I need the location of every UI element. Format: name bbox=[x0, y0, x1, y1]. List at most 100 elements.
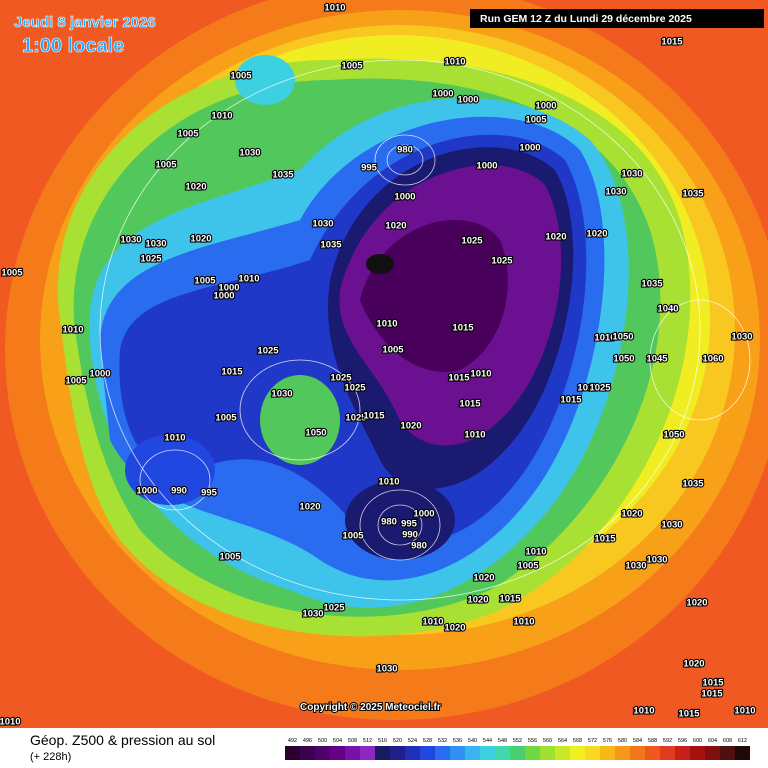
pressure-label: 1030 bbox=[731, 332, 752, 343]
pressure-label: 1020 bbox=[385, 221, 406, 232]
pressure-label: 1015 bbox=[221, 367, 243, 378]
scale-label: 592 bbox=[663, 738, 672, 744]
pressure-label: 1010 bbox=[633, 706, 654, 717]
scale-swatch bbox=[435, 746, 450, 760]
pressure-label: 1020 bbox=[545, 232, 566, 243]
scale-swatch bbox=[645, 746, 660, 760]
pressure-label: 1015 bbox=[459, 399, 481, 410]
pressure-label: 1050 bbox=[663, 430, 684, 441]
pressure-label: 1050 bbox=[305, 428, 326, 439]
scale-label: 500 bbox=[318, 738, 327, 744]
pressure-label: 1005 bbox=[177, 129, 199, 140]
pressure-label: 1030 bbox=[376, 664, 397, 675]
pressure-label: 1020 bbox=[190, 234, 211, 245]
pressure-label: 1050 bbox=[612, 332, 633, 343]
scale-label: 564 bbox=[558, 738, 567, 744]
pressure-label: 1005 bbox=[342, 531, 364, 542]
scale-swatch bbox=[600, 746, 615, 760]
pressure-label: 1015 bbox=[701, 689, 723, 700]
pressure-label: 980 bbox=[381, 517, 397, 528]
scale-label: 544 bbox=[483, 738, 492, 744]
scale-label: 580 bbox=[618, 738, 627, 744]
scale-label: 512 bbox=[363, 738, 372, 744]
pressure-label: 1020 bbox=[683, 659, 704, 670]
pressure-label: 1000 bbox=[476, 161, 497, 172]
pressure-label: 1025 bbox=[140, 254, 162, 265]
scale-label: 604 bbox=[708, 738, 717, 744]
pressure-label: 1030 bbox=[145, 239, 166, 250]
pressure-label: 1020 bbox=[686, 598, 707, 609]
pressure-label: 1020 bbox=[467, 595, 488, 606]
pressure-label: 1015 bbox=[702, 678, 724, 689]
scale-swatch bbox=[630, 746, 645, 760]
scale-label: 536 bbox=[453, 738, 462, 744]
pressure-label: 1010 bbox=[525, 547, 546, 558]
pressure-label: 1035 bbox=[682, 479, 704, 490]
scale-swatch bbox=[510, 746, 525, 760]
pressure-label: 1020 bbox=[586, 229, 607, 240]
pressure-label: 1010 bbox=[62, 325, 83, 336]
scale-label: 584 bbox=[633, 738, 642, 744]
scale-label: 532 bbox=[438, 738, 447, 744]
pressure-label: 1030 bbox=[605, 187, 626, 198]
pressure-label: 1005 bbox=[382, 345, 404, 356]
pressure-label: 1025 bbox=[330, 373, 352, 384]
pressure-label: 1035 bbox=[272, 170, 294, 181]
pressure-label: 1020 bbox=[299, 502, 320, 513]
scale-swatch bbox=[615, 746, 630, 760]
pressure-label: 1000 bbox=[89, 369, 110, 380]
scale-swatch bbox=[705, 746, 720, 760]
pressure-label: 1000 bbox=[413, 509, 434, 520]
pressure-label: 1015 bbox=[678, 709, 700, 720]
pressure-label: 1000 bbox=[213, 291, 234, 302]
scale-swatch bbox=[330, 746, 345, 760]
pressure-label: 1045 bbox=[646, 354, 668, 365]
pressure-label: 1010 bbox=[444, 57, 465, 68]
pressure-label: 1035 bbox=[682, 189, 704, 200]
pressure-label: 1005 bbox=[155, 160, 177, 171]
forecast-date: Jeudi 8 janvier 2026 bbox=[14, 14, 156, 31]
scale-swatch bbox=[480, 746, 495, 760]
scale-swatch bbox=[525, 746, 540, 760]
pressure-label: 1040 bbox=[657, 304, 678, 315]
scale-swatch bbox=[360, 746, 375, 760]
pressure-label: 1005 bbox=[219, 552, 241, 563]
scale-label: 608 bbox=[723, 738, 732, 744]
pressure-label: 1015 bbox=[594, 534, 616, 545]
run-box bbox=[470, 9, 764, 28]
pressure-label: 1010 bbox=[238, 274, 259, 285]
pressure-label: 1050 bbox=[613, 354, 634, 365]
pressure-label: 1005 bbox=[341, 61, 363, 72]
pressure-label: 1020 bbox=[444, 623, 465, 634]
pressure-label: 1015 bbox=[452, 323, 474, 334]
copyright: Copyright © 2025 Meteociel.fr bbox=[300, 702, 441, 713]
scale-swatch bbox=[690, 746, 705, 760]
pressure-label: 1030 bbox=[621, 169, 642, 180]
footer-title: Géop. Z500 & pression au sol bbox=[30, 732, 215, 748]
pressure-label: 1005 bbox=[525, 115, 547, 126]
scale-label: 600 bbox=[693, 738, 702, 744]
pressure-label: 1025 bbox=[257, 346, 279, 357]
pressure-labels: 1010 1005 1010 1015 1005 1010 1005 1005 1030 1035… bbox=[0, 1, 757, 728]
pressure-label: 1030 bbox=[625, 561, 646, 572]
scale-swatch bbox=[345, 746, 360, 760]
pressure-label: 1030 bbox=[646, 555, 667, 566]
pressure-label: 1025 bbox=[345, 413, 367, 424]
color-scale: 492 496 500 504 508 512 516 520 524 528 532 536 540 5… bbox=[285, 738, 750, 760]
pressure-label: 1005 bbox=[517, 561, 539, 572]
scale-label: 508 bbox=[348, 738, 357, 744]
pressure-label: 1035 bbox=[641, 279, 663, 290]
scale-swatch bbox=[585, 746, 600, 760]
footer-subtitle: (+ 228h) bbox=[30, 751, 71, 763]
scale-swatch bbox=[675, 746, 690, 760]
forecast-time: 1:00 locale bbox=[22, 35, 124, 57]
pressure-label: 1010 bbox=[422, 617, 443, 628]
pressure-label: 1015 bbox=[448, 373, 470, 384]
pressure-label: 1020 bbox=[185, 182, 206, 193]
isobars bbox=[99, 59, 751, 601]
scale-swatch bbox=[285, 746, 300, 760]
pressure-label: 1010 bbox=[211, 111, 232, 122]
pressure-label: 1000 bbox=[394, 192, 415, 203]
scale-swatch bbox=[420, 746, 435, 760]
